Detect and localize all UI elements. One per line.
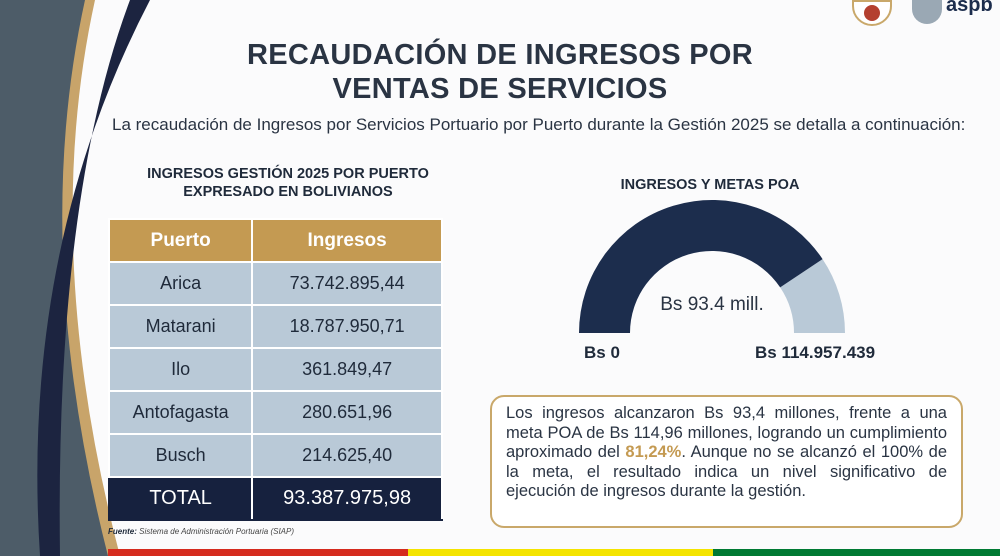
- port-cell: Arica: [107, 261, 254, 306]
- summary-box: Los ingresos alcanzaron Bs 93,4 millones…: [490, 395, 963, 528]
- header-ingresos: Ingresos: [251, 218, 443, 263]
- revenue-table: Puerto Ingresos Arica 73.742.895,44 Matara…: [107, 218, 443, 521]
- amount-cell: 18.787.950,71: [251, 304, 443, 349]
- port-cell: Busch: [107, 433, 254, 478]
- gauge-max-label: Bs 114.957.439: [755, 343, 876, 362]
- port-cell: Matarani: [107, 304, 254, 349]
- table-title-line-2: EXPRESADO EN BOLIVIANOS: [183, 184, 393, 200]
- summary-text-end: . Aunque no se alcanzó el 100% de la met…: [506, 443, 947, 500]
- flag-stripe-red: [108, 549, 408, 556]
- table-title: INGRESOS GESTIÓN 2025 POR PUERTO EXPRESAD…: [108, 165, 468, 201]
- page-title: RECAUDACIÓN DE INGRESOS POR VENTAS DE SER…: [150, 38, 850, 106]
- gauge-title: INGRESOS Y METAS POA: [620, 177, 800, 193]
- table-row: Arica 73.742.895,44: [107, 261, 443, 306]
- table-row: Busch 214.625,40: [107, 433, 443, 478]
- title-line-2: VENTAS DE SERVICIOS: [332, 73, 668, 105]
- port-cell: Antofagasta: [107, 390, 254, 435]
- amount-cell: 361.849,47: [251, 347, 443, 392]
- amount-cell: 73.742.895,44: [251, 261, 443, 306]
- total-label: TOTAL: [107, 476, 254, 521]
- source-label: Fuente:: [108, 527, 137, 536]
- source-text: Sistema de Administración Portuaria (SIA…: [139, 527, 294, 536]
- flag-stripe-yellow: [408, 549, 713, 556]
- gauge-value-label: Bs 93.4 mill.: [660, 294, 764, 315]
- table-row: Antofagasta 280.651,96: [107, 390, 443, 435]
- summary-text: Los ingresos alcanzaron Bs 93,4 millones…: [506, 404, 947, 461]
- total-amount: 93.387.975,98: [251, 476, 443, 521]
- aspb-logo-icon: [912, 0, 942, 24]
- table-title-line-1: INGRESOS GESTIÓN 2025 POR PUERTO: [147, 166, 429, 182]
- amount-cell: 280.651,96: [251, 390, 443, 435]
- source-note: Fuente: Sistema de Administración Portua…: [108, 527, 294, 536]
- title-line-1: RECAUDACIÓN DE INGRESOS POR: [247, 39, 753, 71]
- intro-text: La recaudación de Ingresos por Servicios…: [112, 115, 966, 134]
- flag-stripe-green: [713, 549, 1000, 556]
- gauge-chart: [579, 200, 845, 333]
- table-row: Ilo 361.849,47: [107, 347, 443, 392]
- gauge-remaining-arc: [780, 259, 845, 333]
- table-header-row: Puerto Ingresos: [107, 218, 443, 263]
- header-puerto: Puerto: [107, 218, 254, 263]
- table-total-row: TOTAL 93.387.975,98: [107, 476, 443, 521]
- gauge-filled-arc: [579, 200, 823, 333]
- table-row: Matarani 18.787.950,71: [107, 304, 443, 349]
- amount-cell: 214.625,40: [251, 433, 443, 478]
- aspb-logo-text: aspb: [946, 0, 993, 16]
- gauge-min-label: Bs 0: [584, 343, 620, 362]
- summary-highlight: 81,24%: [625, 443, 682, 461]
- port-cell: Ilo: [107, 347, 254, 392]
- bolivia-coat-of-arms-logo: [852, 0, 892, 26]
